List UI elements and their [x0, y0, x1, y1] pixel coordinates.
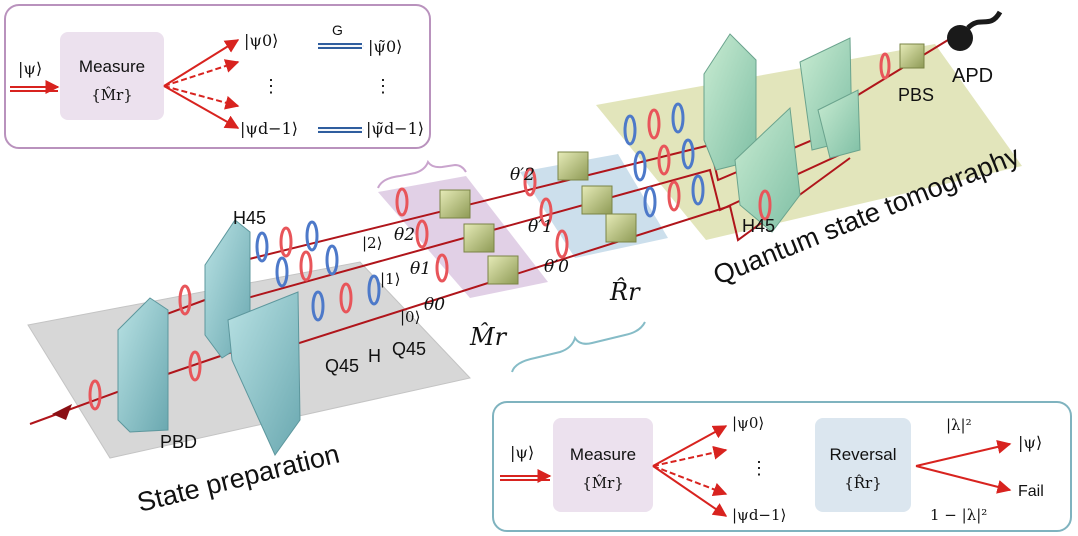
top-transformed-dots: ⋮: [374, 76, 392, 97]
theta-prime-2-label: θ′2: [510, 165, 535, 185]
top-output-last: |ψd−1⟩: [240, 119, 298, 138]
top-input-label: |ψ⟩: [18, 59, 42, 78]
theta-prime-0-label: θ′0: [544, 257, 569, 277]
ket-0-label: |0⟩: [400, 308, 420, 326]
apd-label: APD: [952, 65, 993, 87]
reversal-operator: {R̂r}: [844, 474, 882, 492]
h45-right-label: H45: [742, 216, 775, 236]
success-state: |ψ⟩: [1018, 433, 1042, 452]
top-measure-title: Measure: [79, 57, 145, 76]
pbs-label: PBS: [898, 85, 934, 105]
ket-1-label: |1⟩: [380, 270, 400, 288]
ket-2-label: |2⟩: [362, 234, 382, 252]
theta-0-label: θ0: [424, 295, 445, 315]
top-inset-box: [4, 4, 431, 149]
bottom-output-last: |ψd−1⟩: [732, 506, 786, 524]
theta-2-label: θ2: [394, 225, 415, 245]
top-output-0: |ψ0⟩: [244, 31, 278, 50]
gate-label: G: [332, 22, 343, 38]
top-transformed-0: |ψ̃0⟩: [368, 37, 402, 56]
top-output-dots: ⋮: [262, 76, 280, 97]
h45-left-label: H45: [233, 208, 266, 228]
waveplates: [88, 52, 891, 411]
bottom-output-0: |ψ0⟩: [732, 414, 764, 432]
pbd-left: [117, 297, 169, 433]
bottom-input-label: |ψ⟩: [510, 443, 534, 462]
bottom-inset-box: [492, 401, 1072, 532]
apd-detector-icon: [947, 10, 1003, 51]
fail-label: Fail: [1018, 483, 1044, 500]
tomography-prisms: [703, 33, 861, 233]
measure-operator-label: M̂r: [469, 323, 508, 351]
bottom-measure-title: Measure: [570, 445, 636, 464]
prism-front: [227, 291, 301, 456]
q45-left-label: Q45: [325, 356, 359, 376]
measure-brace: [377, 159, 467, 189]
reversal-title: Reversal: [829, 445, 896, 464]
pbd-label: PBD: [160, 432, 197, 452]
top-measure-operator: {M̂r}: [91, 86, 133, 104]
success-probability: |λ|²: [946, 416, 972, 434]
q45-right-label: Q45: [392, 339, 426, 359]
input-arrowhead: [52, 404, 72, 420]
top-transformed-last: |ψ̃d−1⟩: [366, 119, 424, 138]
measurement-cubes: [439, 43, 925, 285]
reversal-brace: [511, 321, 646, 373]
fail-probability: 1 − |λ|²: [930, 506, 987, 524]
h-label: H: [368, 346, 381, 366]
bottom-output-dots: ⋮: [750, 458, 768, 479]
reversal-operator-label: R̂r: [609, 278, 641, 306]
bottom-measure-operator: {M̂r}: [582, 474, 624, 492]
theta-1-label: θ1: [410, 259, 431, 279]
theta-prime-1-label: θ′1: [528, 217, 553, 237]
